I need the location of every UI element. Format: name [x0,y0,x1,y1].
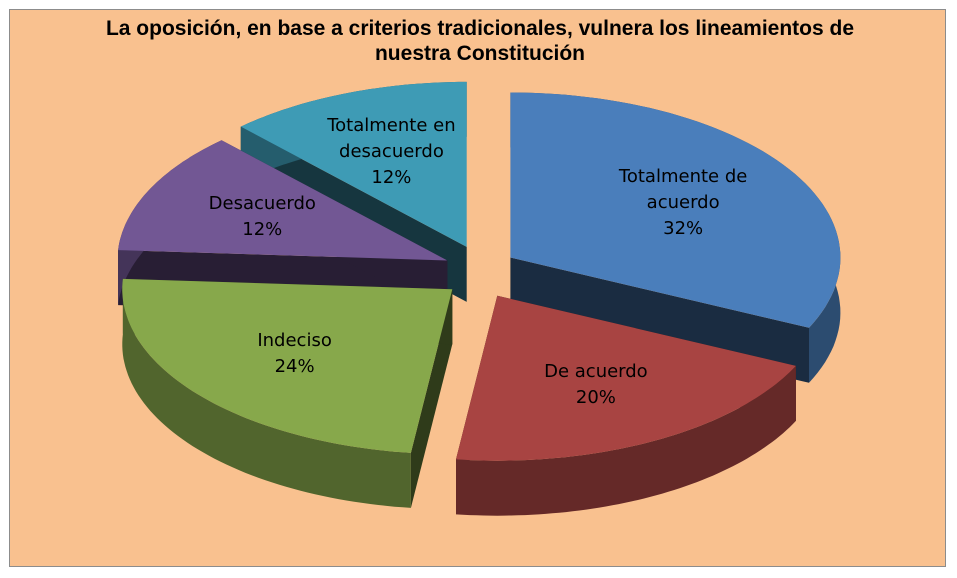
data-label: Totalmente en desacuerdo 12% [306,113,476,191]
slice [510,92,841,328]
pie-chart [118,81,841,516]
data-label: De acuerdo 20% [511,359,681,411]
chart-title: La oposición, en base a criterios tradic… [105,17,855,65]
value-label: 20% [575,387,616,409]
slice-side [456,365,796,516]
data-label: Indeciso 24% [210,328,380,380]
slice-side [122,278,411,508]
value-label: 12% [371,166,412,188]
category-label: Indeciso [257,330,332,352]
chart-area: La oposición, en base a criterios tradic… [9,9,946,567]
slice [122,278,453,453]
category-label: Desacuerdo [208,192,316,214]
data-label: Totalmente de acuerdo 32% [598,164,768,242]
value-label: 32% [663,217,704,239]
slice [118,140,448,261]
value-label: 12% [242,218,283,240]
category-label: Totalmente en desacuerdo [327,114,456,162]
category-label: De acuerdo [544,361,648,383]
data-label: Desacuerdo 12% [177,191,347,243]
value-label: 24% [274,356,315,378]
slice [456,295,796,461]
slice [240,81,467,247]
category-label: Totalmente de acuerdo [618,165,748,213]
